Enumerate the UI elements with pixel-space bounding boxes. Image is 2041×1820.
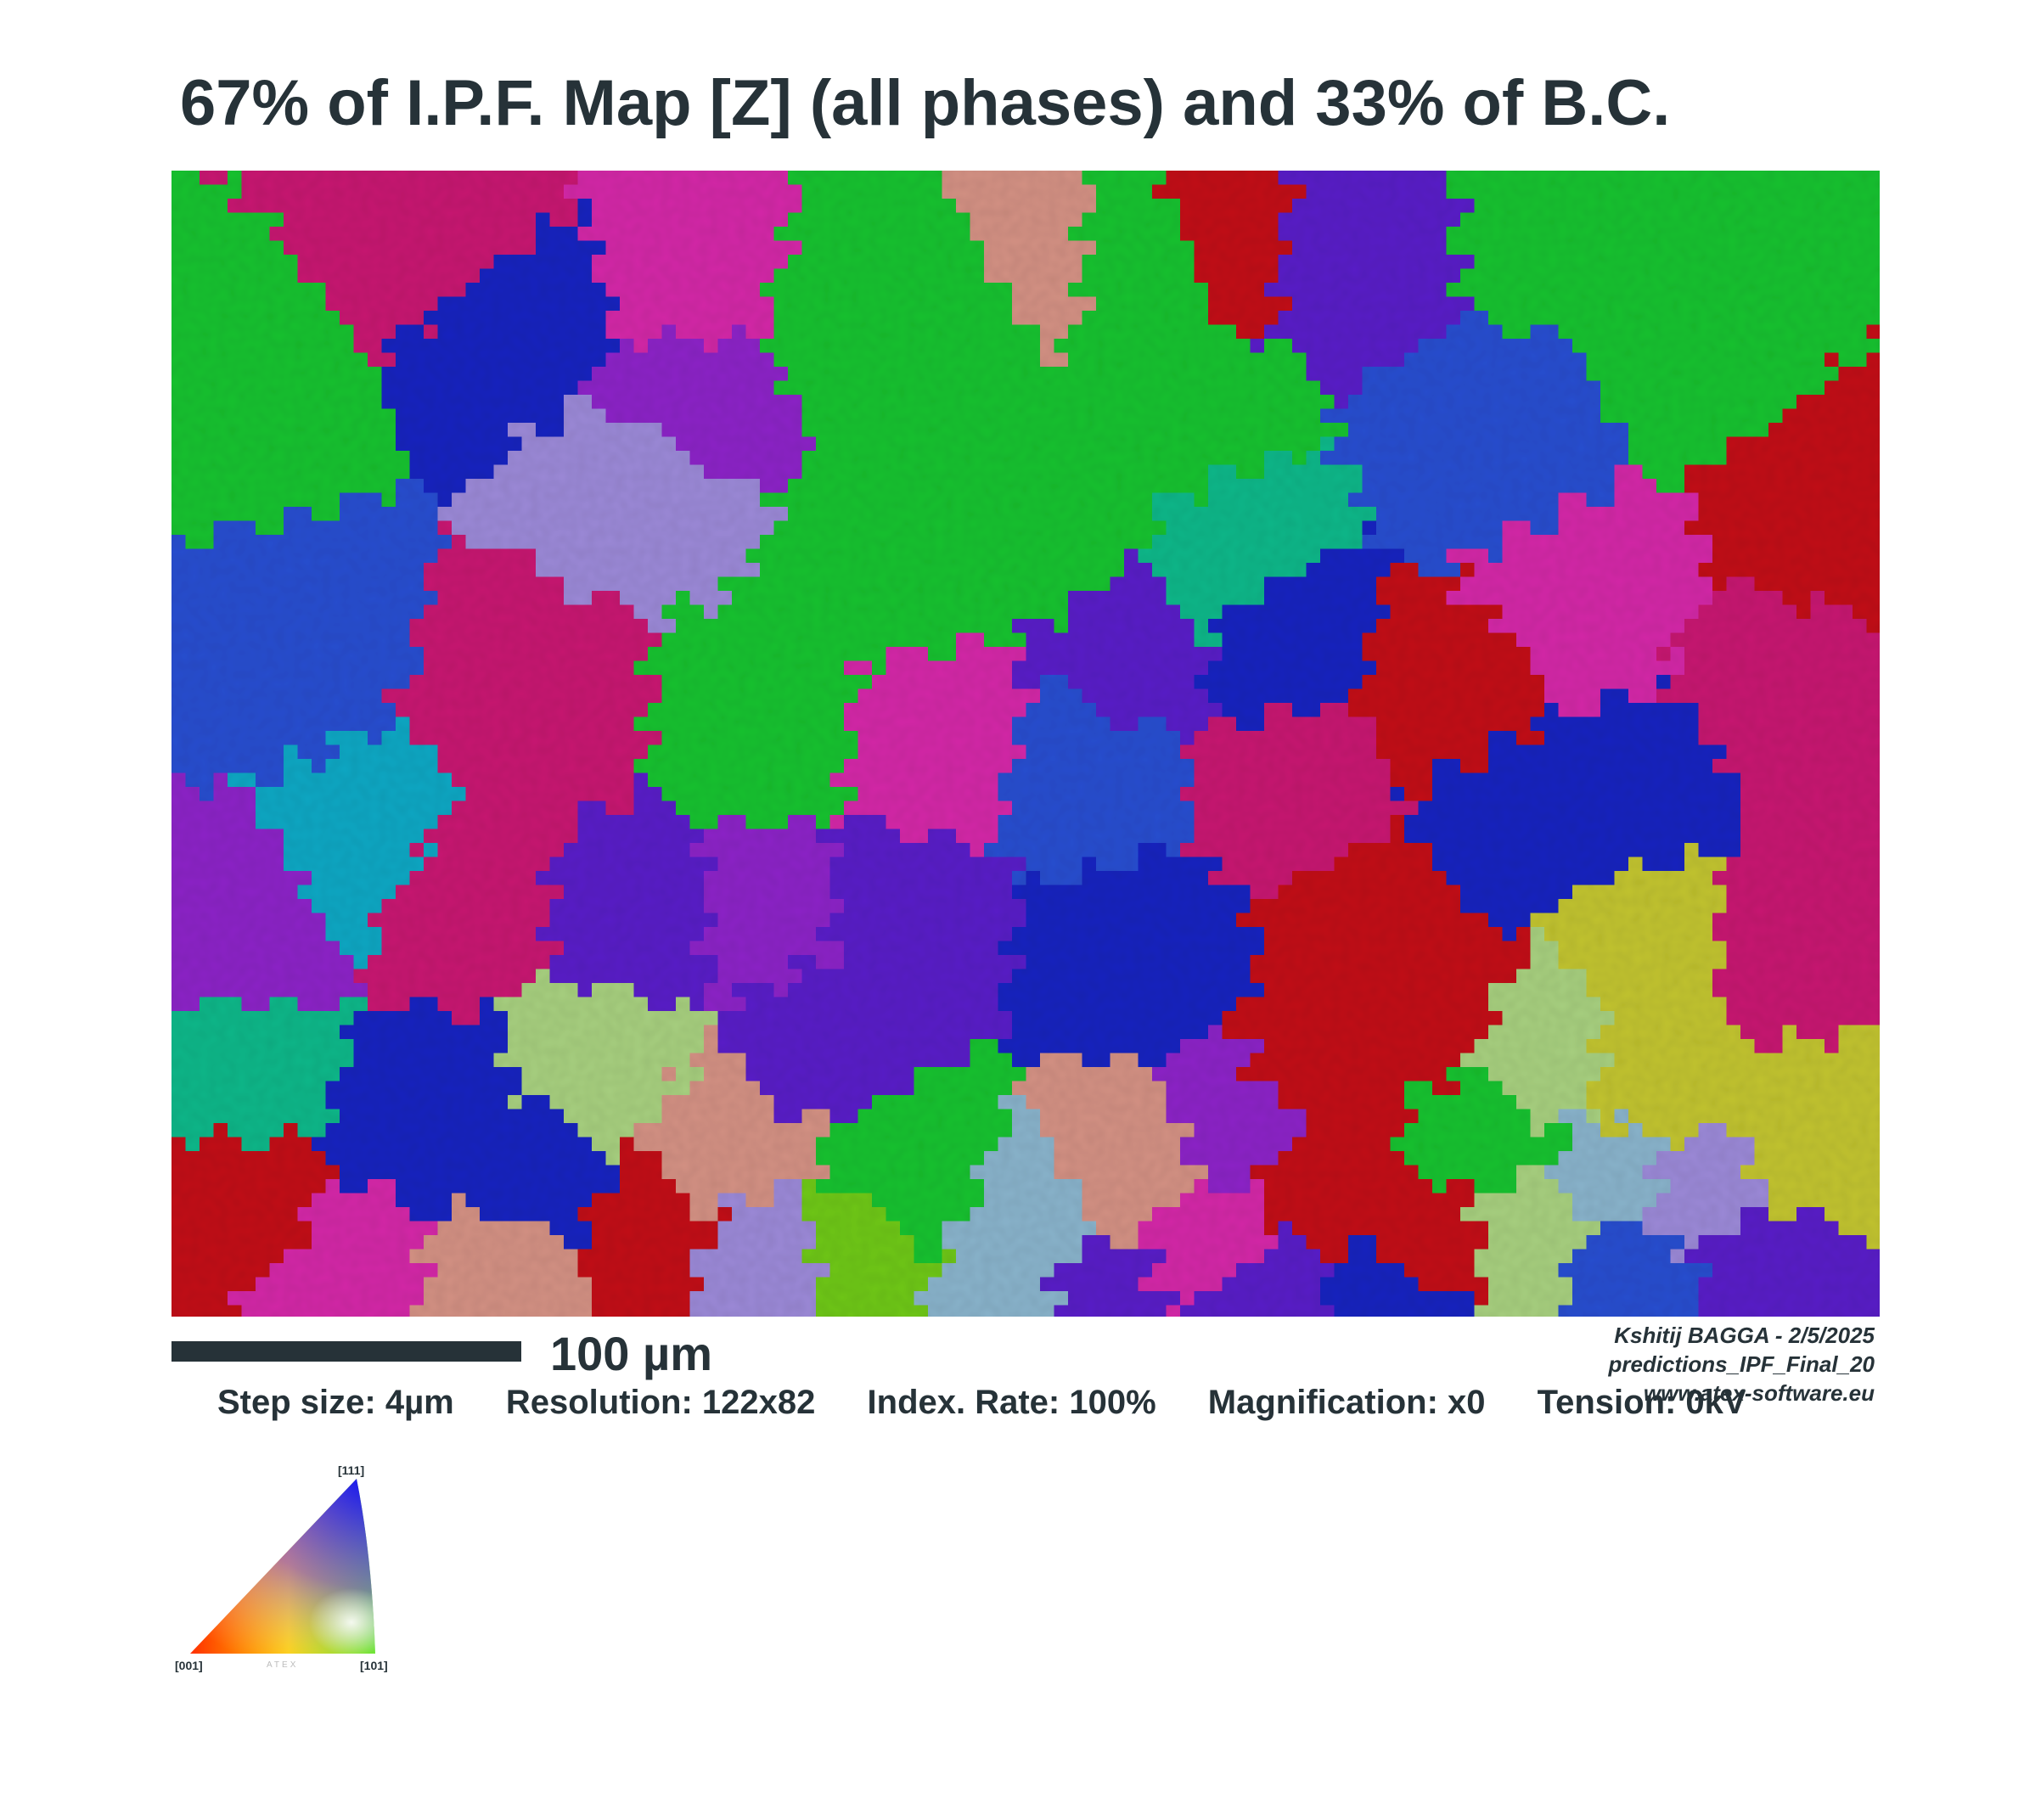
ipf-color-key: [111] [001] [101] ATEX: [161, 1462, 416, 1674]
page-title: 67% of I.P.F. Map [Z] (all phases) and 3…: [180, 67, 1671, 139]
legend-label-111: [111]: [338, 1463, 365, 1477]
file-name: predictions_IPF_Final_20: [1608, 1351, 1875, 1377]
scale-bar: [171, 1341, 521, 1362]
author-date: Kshitij BAGGA - 2/5/2025: [1614, 1323, 1875, 1348]
legend-label-101: [101]: [360, 1659, 388, 1672]
grain-layer: [171, 171, 1880, 1317]
scale-bar-label: 100 µm: [550, 1327, 713, 1380]
atex-watermark: ATEX: [267, 1660, 299, 1670]
magnification: Magnification: x0: [1207, 1384, 1486, 1421]
acquisition-stats: Step size: 4µm Resolution: 122x82 Index.…: [217, 1384, 1746, 1422]
step-size: Step size: 4µm: [217, 1384, 454, 1421]
credits: Kshitij BAGGA - 2/5/2025 predictions_IPF…: [1608, 1321, 1875, 1407]
website-link[interactable]: www.atex-software.eu: [1643, 1380, 1875, 1406]
legend-label-001: [001]: [175, 1659, 203, 1672]
ipf-orientation-map: [171, 171, 1880, 1317]
ipf-triangle: [190, 1479, 375, 1654]
resolution: Resolution: 122x82: [505, 1384, 816, 1421]
index-rate: Index. Rate: 100%: [867, 1384, 1156, 1421]
tension: Tension: 0kV: [1537, 1384, 1746, 1421]
